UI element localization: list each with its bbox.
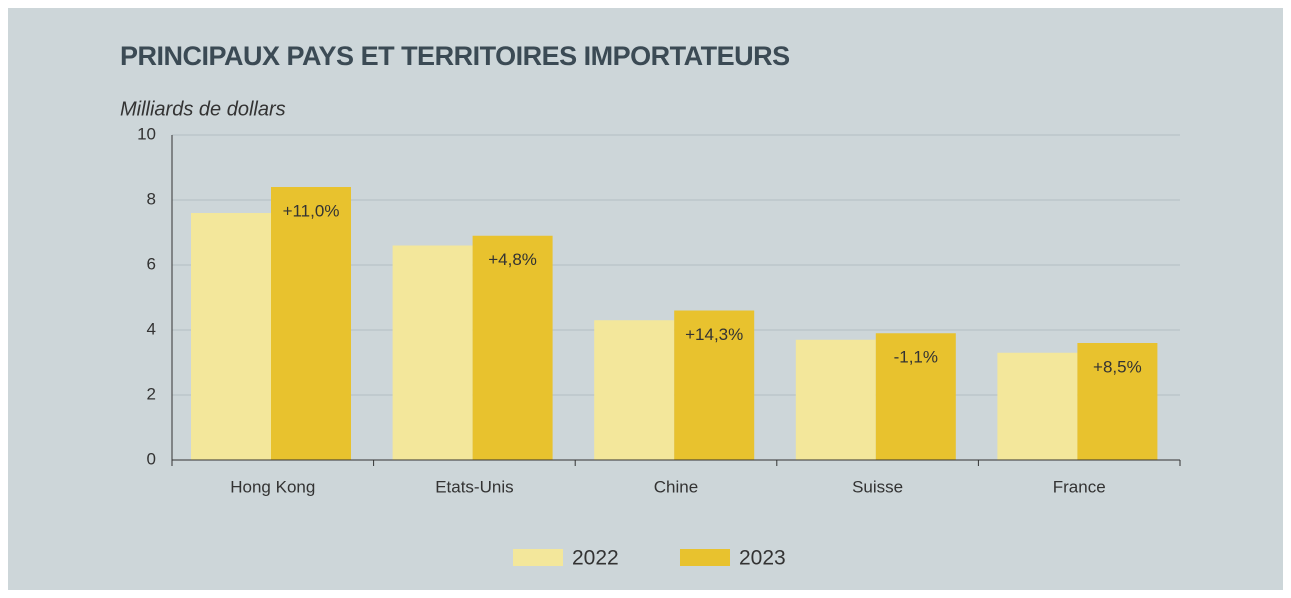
y-tick-label: 0 — [147, 449, 156, 468]
bar — [875, 333, 956, 460]
y-tick-label: 6 — [147, 254, 156, 273]
subtitle: Milliards de dollars — [120, 98, 286, 120]
bar-annotation: +14,3% — [685, 325, 743, 344]
bar — [594, 320, 675, 460]
x-tick-label: Etats-Unis — [435, 477, 513, 496]
legend-label: 2022 — [572, 547, 619, 570]
bar — [392, 245, 473, 460]
bar-annotation: +8,5% — [1093, 357, 1142, 376]
y-tick-label: 8 — [147, 189, 156, 208]
chart-title: PRINCIPAUX PAYS ET TERRITOIRES IMPORTATE… — [120, 41, 790, 71]
bar — [1077, 343, 1158, 460]
bar-annotation: +11,0% — [283, 201, 340, 220]
bar — [674, 310, 755, 460]
bar — [795, 339, 876, 460]
bar-annotation: -1,1% — [894, 348, 938, 367]
bar — [472, 235, 553, 460]
x-tick-label: Hong Kong — [230, 477, 315, 496]
y-tick-label: 2 — [147, 384, 156, 403]
x-tick-label: Chine — [654, 477, 698, 496]
y-tick-label: 4 — [147, 319, 156, 338]
x-tick-label: Suisse — [852, 477, 903, 496]
bar-annotation: +4,8% — [488, 250, 537, 269]
x-tick-label: France — [1053, 477, 1106, 496]
bar — [997, 352, 1078, 460]
legend-swatch — [680, 549, 730, 566]
legend-label: 2023 — [739, 547, 786, 570]
y-tick-label: 10 — [137, 124, 156, 143]
legend-swatch — [513, 549, 563, 566]
bar — [191, 213, 271, 460]
bar — [271, 187, 351, 460]
